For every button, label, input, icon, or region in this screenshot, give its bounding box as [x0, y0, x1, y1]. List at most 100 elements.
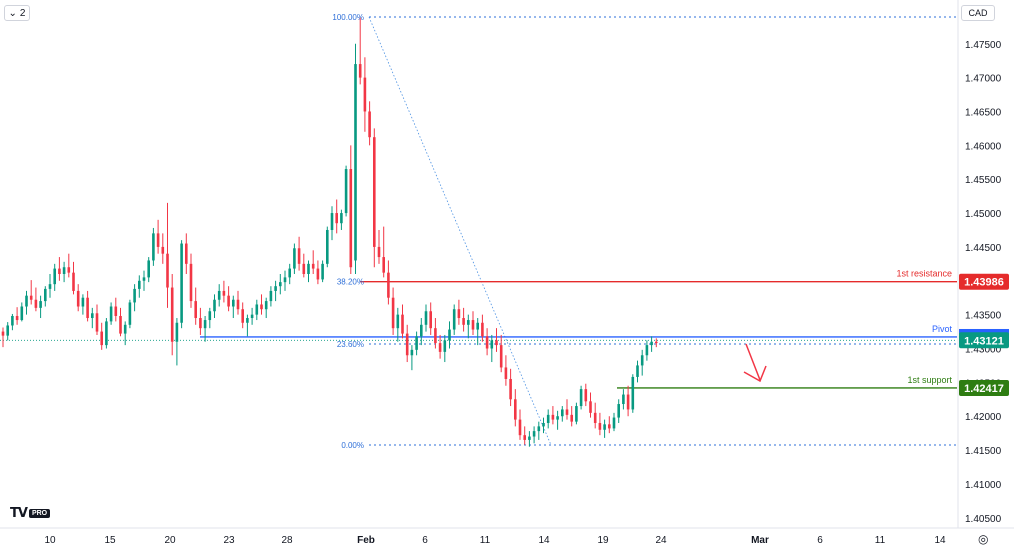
- candle-body: [170, 287, 174, 342]
- y-tick-label: 1.47000: [965, 74, 1002, 85]
- candle-body: [44, 288, 47, 302]
- candle-body: [528, 436, 531, 440]
- price-tag: [959, 332, 1009, 349]
- candle-body: [20, 306, 24, 321]
- candle-body: [269, 290, 273, 302]
- candle-body: [481, 322, 484, 337]
- candle-body: [6, 325, 9, 336]
- candle-body: [584, 389, 588, 402]
- candle-body: [650, 341, 653, 346]
- candle-body: [631, 376, 635, 410]
- x-tick-label: 10: [44, 535, 56, 546]
- price-tag: [959, 379, 1009, 396]
- x-tick-label: 11: [875, 535, 886, 546]
- currency-selector[interactable]: CAD: [961, 5, 995, 21]
- collapse-button[interactable]: ⌄ 2: [4, 5, 30, 21]
- y-tick-label: 1.41500: [965, 446, 1002, 457]
- x-tick-label: 6: [422, 535, 428, 546]
- candle-body: [311, 263, 315, 269]
- candle-body: [349, 169, 353, 268]
- candle-body: [617, 404, 620, 418]
- x-tick-label: 24: [655, 535, 667, 546]
- candle-body: [509, 378, 512, 400]
- x-tick-label: 6: [817, 535, 823, 546]
- candle-body: [518, 419, 522, 436]
- candle-body: [279, 282, 282, 287]
- candle-body: [532, 431, 536, 437]
- candle-body: [420, 324, 423, 337]
- candle-body: [612, 417, 616, 429]
- candle-body: [490, 340, 494, 349]
- fib-level-label: 100.00%: [332, 13, 364, 22]
- candle-body: [1, 331, 5, 336]
- forecast-arrow-head: [743, 365, 767, 383]
- settings-icon[interactable]: ◎: [978, 532, 989, 546]
- candle-body: [589, 401, 592, 413]
- candle-body: [109, 306, 113, 322]
- candle-body: [283, 277, 287, 283]
- candle-body: [76, 290, 80, 307]
- candle-body: [495, 340, 498, 346]
- tradingview-logo: TV PRO: [10, 506, 51, 521]
- candle-body: [213, 299, 216, 312]
- y-tick-label: 1.45000: [965, 209, 1002, 220]
- fib-level-label: 0.00%: [341, 441, 364, 450]
- candle-body: [330, 213, 334, 230]
- candle-body: [29, 295, 33, 300]
- y-tick-label: 1.46500: [965, 107, 1002, 118]
- x-tick-label: 15: [104, 535, 116, 546]
- y-tick-label: 1.40500: [965, 514, 1002, 525]
- x-tick-label: 28: [281, 535, 293, 546]
- candle-body: [189, 263, 193, 302]
- y-tick-label: 1.47500: [965, 40, 1002, 51]
- x-tick-label: 14: [538, 535, 550, 546]
- candle-body: [260, 304, 263, 310]
- candle-body: [297, 248, 301, 264]
- candle-body: [100, 331, 103, 346]
- x-tick-label: Feb: [357, 535, 375, 546]
- candle-body: [114, 306, 118, 316]
- y-tick-label: 1.46000: [965, 141, 1002, 152]
- candle-body: [147, 260, 150, 278]
- candle-body: [250, 314, 254, 319]
- candle-body: [142, 277, 146, 281]
- candle-body: [504, 367, 508, 379]
- candle-body: [565, 409, 569, 415]
- candle-body: [579, 389, 583, 407]
- candle-body: [443, 340, 447, 352]
- candle-body: [429, 311, 432, 329]
- candle-body: [471, 320, 475, 330]
- candle-body: [326, 229, 329, 264]
- candle-body: [194, 301, 197, 319]
- candle-body: [58, 268, 61, 275]
- x-tick-label: 14: [934, 535, 946, 546]
- candle-body: [434, 328, 437, 344]
- candle-body: [335, 213, 338, 224]
- candle-body: [368, 111, 371, 138]
- candle-body: [363, 77, 367, 112]
- candle-body: [241, 309, 244, 323]
- candle-body: [640, 355, 644, 366]
- candle-body: [401, 314, 404, 334]
- candle-body: [217, 290, 221, 300]
- pivot-axis-marker: [959, 328, 1009, 335]
- x-tick-label: 11: [480, 535, 491, 546]
- candle-body: [53, 268, 56, 285]
- candle-body: [448, 329, 451, 341]
- candle-body: [575, 406, 578, 422]
- candle-body: [523, 435, 526, 440]
- candle-body: [72, 272, 75, 291]
- candle-body: [236, 299, 240, 310]
- candle-body: [457, 309, 461, 319]
- candle-body: [561, 409, 564, 417]
- candle-body: [485, 336, 489, 349]
- y-tick-label: 1.43500: [965, 311, 1002, 322]
- candle-body: [274, 286, 277, 291]
- candle-body: [603, 424, 606, 430]
- candle-body: [410, 349, 414, 356]
- candle-body: [11, 315, 14, 326]
- fib-level-label: 23.60%: [337, 340, 364, 349]
- candle-body: [467, 320, 470, 325]
- candle-body: [119, 315, 122, 334]
